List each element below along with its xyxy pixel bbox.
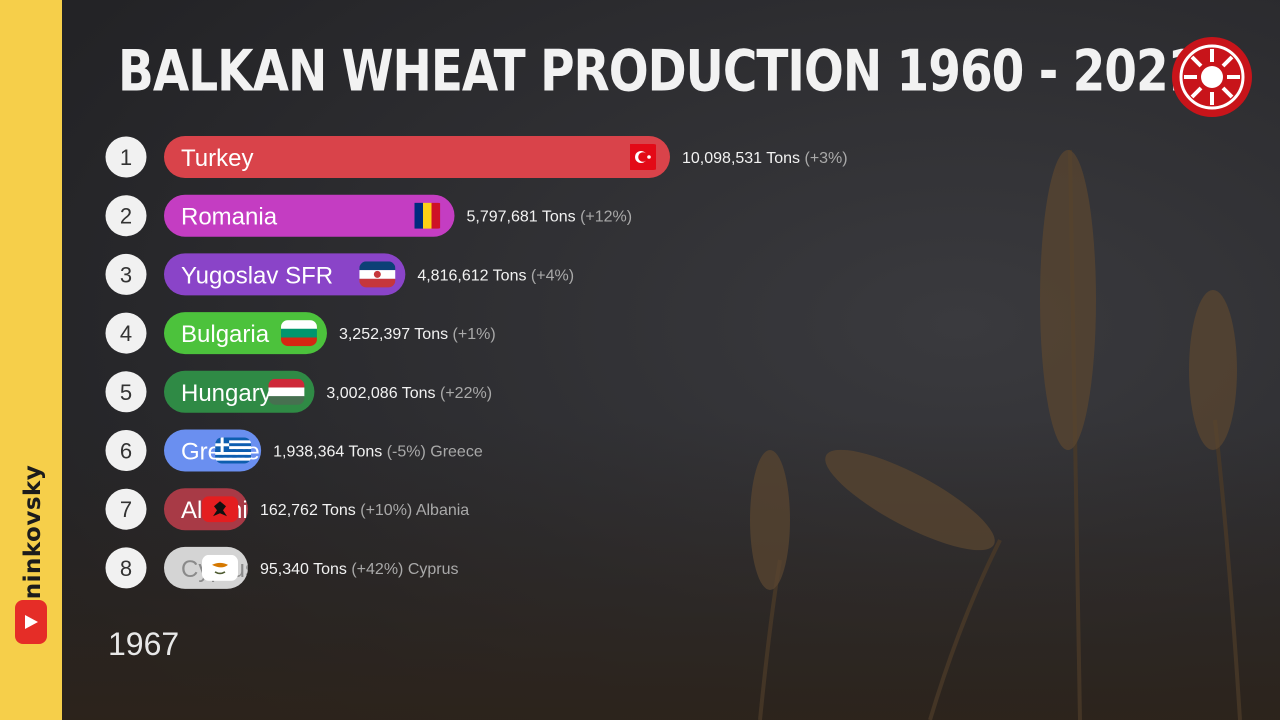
- chart-title: BALKAN WHEAT PRODUCTION 1960 - 2021: [118, 38, 1200, 106]
- current-year: 1967: [108, 626, 180, 662]
- youtube-icon: [15, 600, 47, 644]
- channel-name: aninkovsky: [20, 464, 46, 616]
- sun-logo-icon: [1172, 37, 1252, 117]
